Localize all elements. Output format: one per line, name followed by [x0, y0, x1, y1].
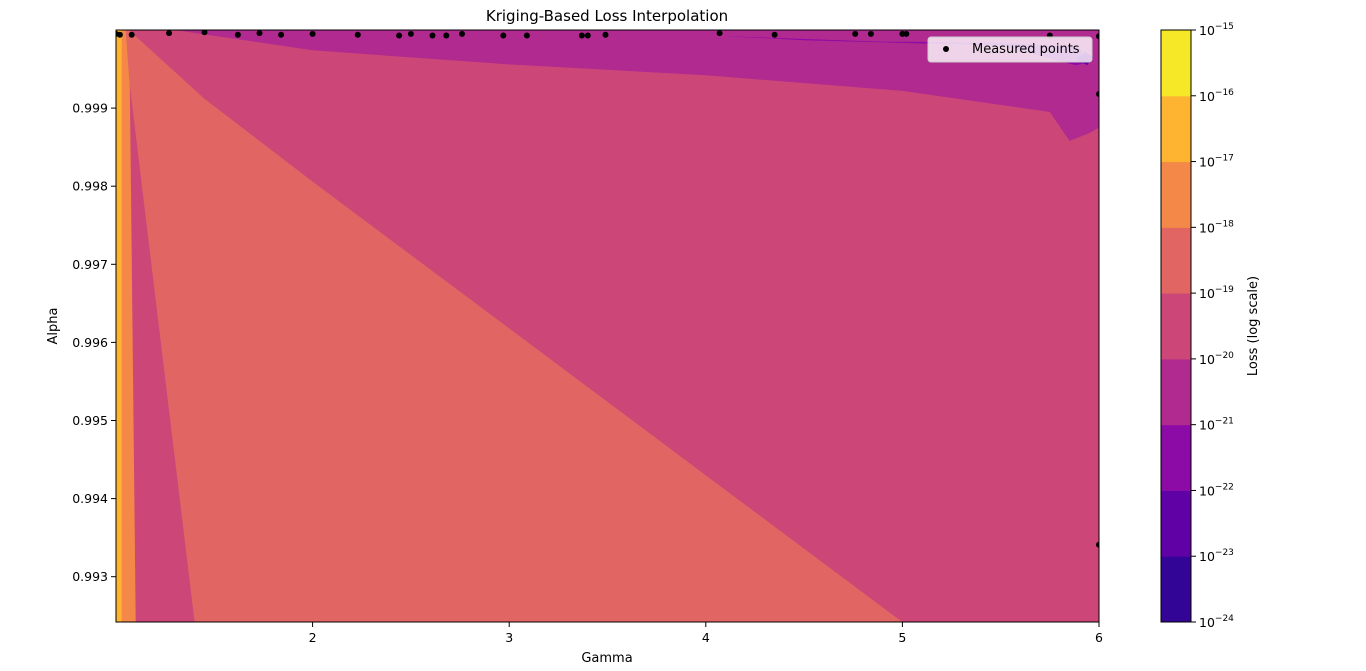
measured-point-25: [903, 30, 910, 37]
y-tick-label: 0.994: [72, 491, 108, 506]
y-tick-label: 0.997: [72, 257, 108, 272]
y-tick-label: 0.995: [72, 413, 108, 428]
contour-region-1: [121, 30, 136, 622]
measured-point-12: [429, 32, 436, 39]
x-tick-label: 4: [702, 630, 710, 645]
measured-point-10: [396, 32, 403, 39]
measured-point-20: [716, 30, 723, 37]
measured-point-3: [166, 30, 173, 37]
measured-point-6: [256, 30, 263, 37]
measured-point-22: [852, 30, 859, 37]
measured-point-7: [278, 31, 285, 38]
legend-box: [927, 36, 1093, 63]
colorbar-band-8: [1161, 30, 1191, 97]
colorbar-frame: [1160, 29, 1192, 623]
contour-region-2: [125, 30, 903, 622]
colorbar-ticks: 10−24 10−23 10−22 10−21 10−20 10−19 10−18 10−17…: [1191, 22, 1234, 630]
measured-point-28: [1096, 91, 1099, 97]
measured-point-5: [234, 31, 241, 38]
colorbar-tick-label: 10−17: [1199, 154, 1234, 170]
colorbar-band-7: [1161, 95, 1191, 163]
measured-point-1: [116, 31, 123, 38]
y-tick-label: 0.999: [72, 101, 108, 116]
colorbar-band-1: [1161, 490, 1191, 557]
measured-point-29: [1096, 541, 1099, 548]
x-tick-label: 6: [1095, 630, 1103, 645]
x-axis-label: Gamma: [581, 651, 632, 666]
colorbar-tick-label: 10−24: [1199, 614, 1234, 630]
contour-region-3: [129, 30, 1099, 622]
measured-point-23: [867, 30, 874, 37]
colorbar-band-4: [1161, 293, 1191, 360]
measured-point-2: [128, 31, 135, 38]
measured-point-19: [602, 31, 609, 38]
colorbar-band-0: [1161, 556, 1191, 623]
y-tick-label: 0.998: [72, 179, 108, 194]
measured-point-18: [584, 32, 591, 39]
y-tick-label: 0.996: [72, 335, 108, 350]
colorbar-band-5: [1161, 227, 1191, 294]
x-tick-label: 5: [898, 630, 906, 645]
colorbar-tick-label: 10−21: [1199, 417, 1234, 433]
colorbar-tick-label: 10−16: [1199, 88, 1234, 104]
chart-title: Kriging-Based Loss Interpolation: [486, 7, 728, 25]
contour-region-0: [116, 30, 122, 622]
y-axis-label: Alpha: [46, 308, 61, 345]
measured-point-8: [309, 30, 316, 37]
measured-point-15: [500, 32, 507, 39]
measured-point-9: [354, 31, 361, 38]
colorbar-label: Loss (log scale): [1246, 276, 1261, 376]
measured-point-16: [523, 32, 530, 39]
x-tick-label: 2: [309, 630, 317, 645]
legend: Measured points: [927, 36, 1093, 63]
measured-point-14: [459, 30, 465, 37]
contour-regions: [116, 30, 1099, 622]
y-axis-ticks: 0.993 0.994 0.995 0.996 0.997 0.998 0.999: [72, 101, 116, 584]
colorbar: [1161, 30, 1191, 623]
colorbar-tick-label: 10−23: [1199, 548, 1234, 564]
measured-point-17: [578, 32, 585, 39]
colorbar-tick-label: 10−15: [1199, 22, 1234, 38]
plot-frame: [115, 29, 1100, 623]
colorbar-tick-label: 10−18: [1199, 219, 1234, 235]
measured-point-21: [771, 31, 778, 38]
contour-region-4: [175, 30, 1099, 141]
legend-label: Measured points: [972, 42, 1080, 57]
colorbar-band-3: [1161, 358, 1191, 426]
y-tick-label: 0.993: [72, 569, 108, 584]
x-tick-label: 3: [505, 630, 513, 645]
colorbar-tick-label: 10−19: [1199, 285, 1234, 301]
measured-point-27: [1096, 33, 1099, 40]
measured-point-13: [443, 32, 450, 39]
legend-marker: [943, 46, 949, 52]
measured-point-11: [407, 30, 414, 37]
colorbar-band-6: [1161, 161, 1191, 228]
measured-points: [116, 30, 1099, 548]
measured-point-4: [201, 30, 208, 36]
colorbar-tick-label: 10−22: [1199, 482, 1234, 498]
colorbar-tick-label: 10−20: [1199, 351, 1234, 367]
x-axis-ticks: 2 3 4 5 6: [309, 622, 1103, 645]
colorbar-band-2: [1161, 424, 1191, 491]
